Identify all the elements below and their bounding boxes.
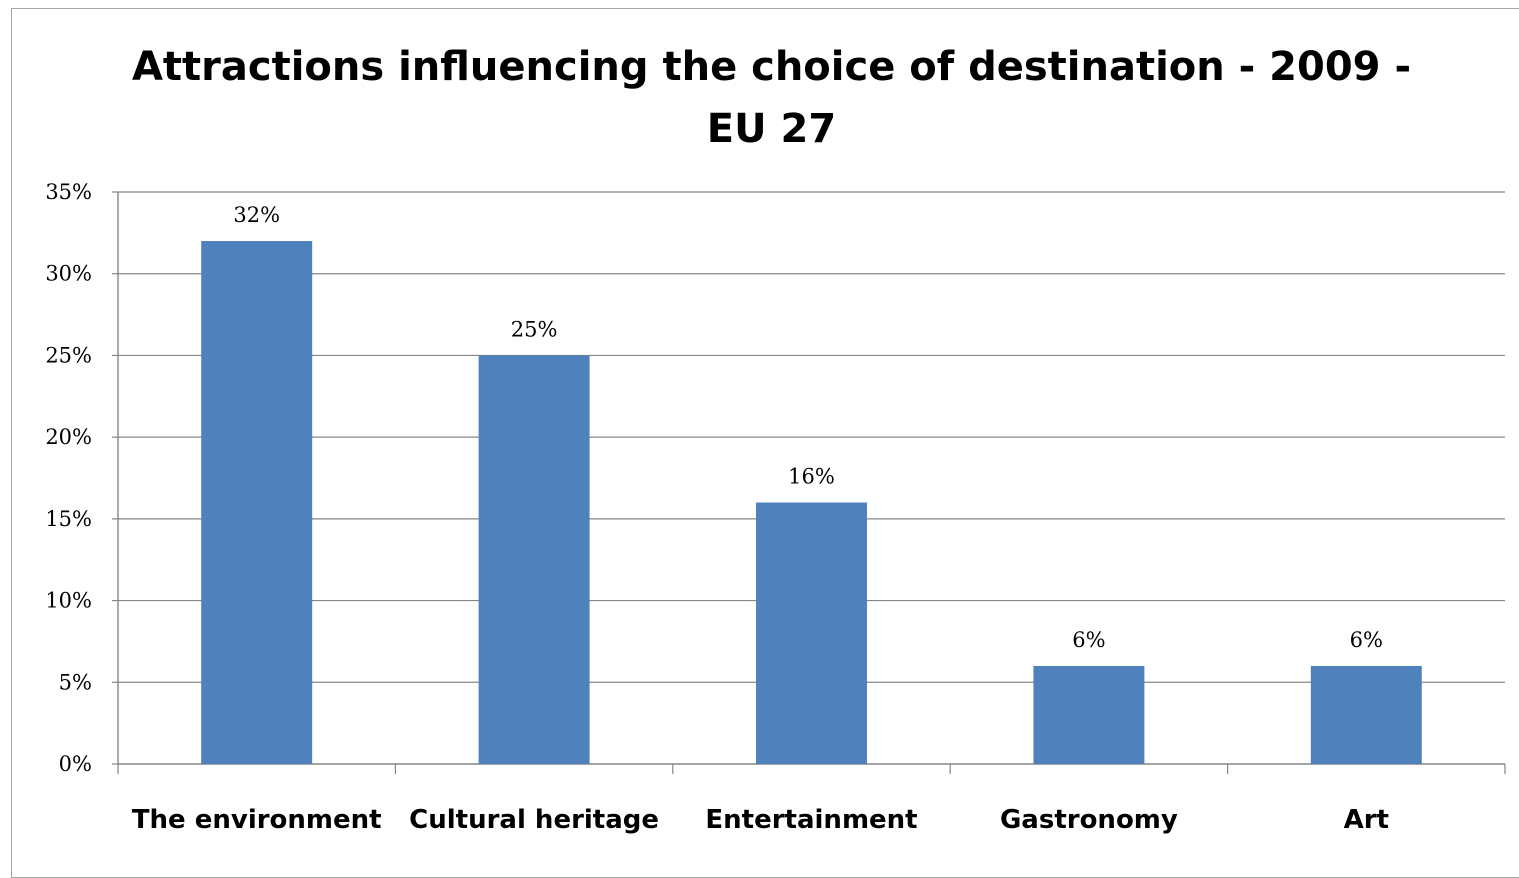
- bar-art[interactable]: [1310, 665, 1422, 764]
- category-label: Gastronomy: [1000, 805, 1178, 835]
- x-axis-categories: The environment Cultural heritage Entertai…: [132, 805, 1389, 835]
- y-tick-label: 5%: [59, 670, 92, 694]
- y-tick-label: 10%: [45, 589, 92, 613]
- data-label: 6%: [1350, 628, 1383, 652]
- data-label: 25%: [511, 317, 558, 341]
- bars: [201, 241, 1422, 764]
- category-label: Entertainment: [705, 805, 917, 835]
- y-tick-label: 25%: [45, 343, 92, 367]
- category-label: Cultural heritage: [409, 805, 659, 835]
- bar-the-environment[interactable]: [201, 241, 313, 764]
- data-label: 16%: [788, 465, 835, 489]
- y-tick-label: 20%: [45, 425, 92, 449]
- category-label: Art: [1344, 805, 1389, 835]
- bar-gastronomy[interactable]: [1033, 665, 1145, 764]
- y-tick-label: 0%: [59, 752, 92, 776]
- y-tick-label: 30%: [45, 262, 92, 286]
- chart-title: Attractions influencing the choice of de…: [131, 44, 1412, 152]
- data-label: 6%: [1072, 628, 1105, 652]
- y-axis-ticks: 0% 5% 10% 15% 20% 25% 30% 35%: [45, 180, 118, 776]
- y-tick-label: 35%: [45, 180, 92, 204]
- bar-cultural-heritage[interactable]: [478, 355, 590, 764]
- y-tick-label: 15%: [45, 507, 92, 531]
- data-label: 32%: [233, 203, 280, 227]
- category-label: The environment: [132, 805, 382, 835]
- data-labels: 32% 25% 16% 6% 6%: [233, 203, 1383, 652]
- bar-entertainment[interactable]: [756, 502, 867, 764]
